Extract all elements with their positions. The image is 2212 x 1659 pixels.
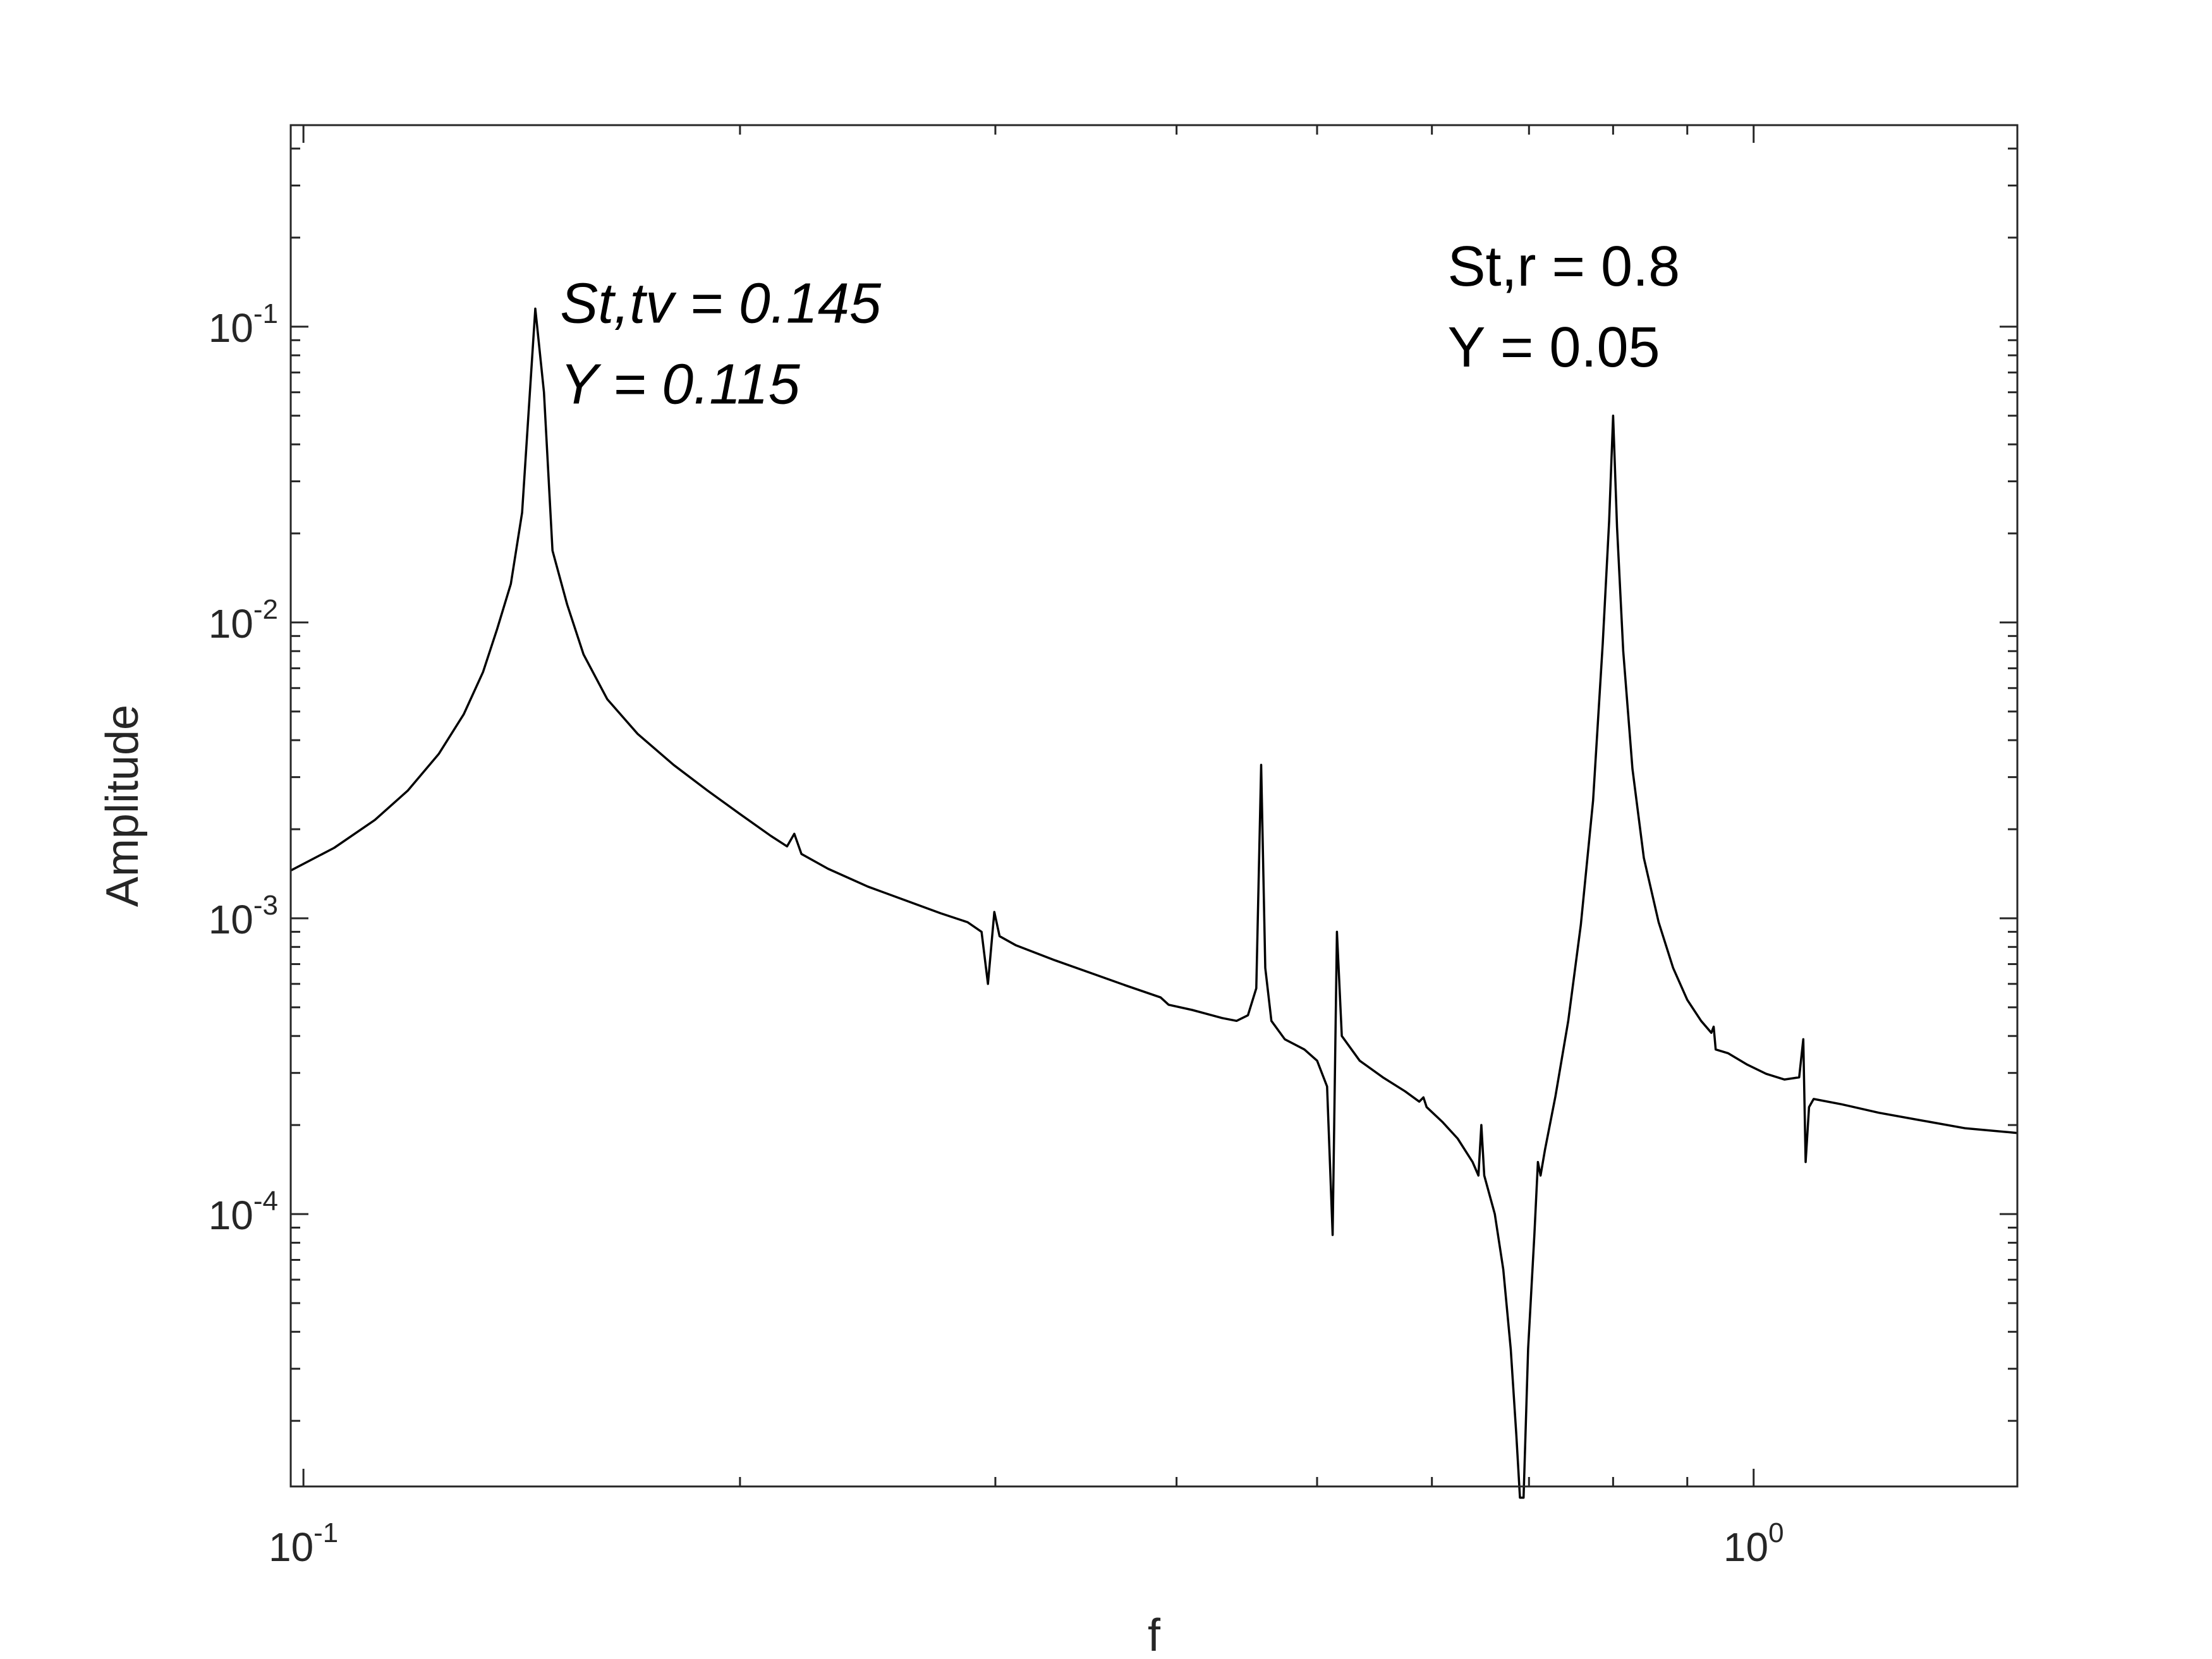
y-tick-label: 10-4: [209, 1186, 278, 1238]
x-tick-label: 100: [1723, 1517, 1784, 1570]
y-tick-label: 10-2: [209, 594, 278, 647]
x-axis-title: f: [1148, 1610, 1161, 1659]
y-axis-title: Amplitude: [97, 705, 148, 907]
peak-annotations: St,tv = 0.145 Y = 0.115 St,r = 0.8 Y = 0.05: [560, 235, 1680, 416]
y-tick-label: 10-3: [209, 890, 278, 942]
annotation-tv-line2: Y = 0.115: [560, 353, 800, 416]
annotation-r-line2: Y = 0.05: [1447, 316, 1660, 379]
x-tick-label: 10-1: [269, 1517, 338, 1570]
amplitude-series-line: [290, 307, 2018, 1499]
ticks: [291, 125, 2017, 1486]
tick-labels: 10-1 100 10-1 10-2 10-3 10-4: [209, 298, 1784, 1570]
plot-frame: [289, 124, 2019, 1488]
annotation-r-line1: St,r = 0.8: [1447, 235, 1680, 298]
plot-background: [291, 125, 2017, 1486]
y-tick-label: 10-1: [209, 298, 278, 351]
annotation-tv-line1: St,tv = 0.145: [560, 272, 882, 335]
